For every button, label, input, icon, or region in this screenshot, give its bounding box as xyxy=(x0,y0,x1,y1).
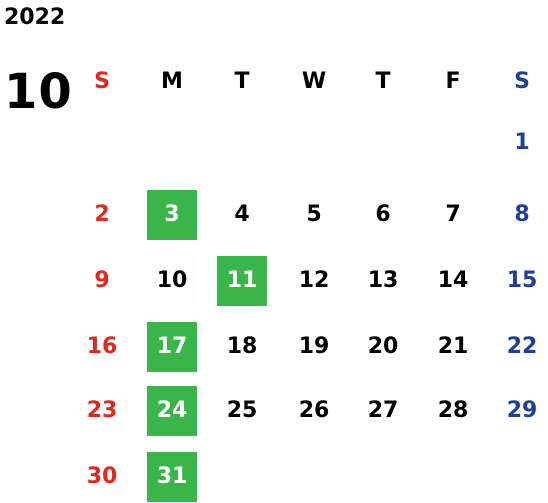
day-31: 31 xyxy=(147,452,197,502)
day-14: 14 xyxy=(437,268,469,293)
day-11: 11 xyxy=(217,256,267,306)
weekday-saturday: S xyxy=(514,69,530,94)
day-21: 21 xyxy=(437,334,469,359)
day-5: 5 xyxy=(306,202,322,227)
weekday-sunday: S xyxy=(94,69,110,94)
day-17: 17 xyxy=(147,322,197,372)
day-grid: 1 2 3 4 5 6 7 8 9 10 11 12 13 14 15 16 17 18 19 20 21 22 23 24 2… xyxy=(0,118,548,503)
day-1: 1 xyxy=(514,130,530,155)
day-12: 12 xyxy=(298,268,330,293)
day-19: 19 xyxy=(298,334,330,359)
day-23: 23 xyxy=(86,398,118,423)
day-16: 16 xyxy=(86,334,118,359)
day-9: 9 xyxy=(94,268,110,293)
day-7: 7 xyxy=(445,202,461,227)
day-26: 26 xyxy=(298,398,330,423)
day-18: 18 xyxy=(226,334,258,359)
day-29: 29 xyxy=(506,398,538,423)
day-27: 27 xyxy=(367,398,399,423)
weekday-wednesday: W xyxy=(301,69,327,94)
day-10: 10 xyxy=(156,268,188,293)
year-label: 2022 xyxy=(4,5,66,30)
day-4: 4 xyxy=(234,202,250,227)
day-6: 6 xyxy=(375,202,391,227)
day-20: 20 xyxy=(367,334,399,359)
weekday-friday: F xyxy=(445,69,461,94)
weekday-monday: M xyxy=(161,69,183,94)
day-2: 2 xyxy=(94,202,110,227)
day-3: 3 xyxy=(147,190,197,240)
day-25: 25 xyxy=(226,398,258,423)
day-24: 24 xyxy=(147,386,197,436)
day-8: 8 xyxy=(514,202,530,227)
day-30: 30 xyxy=(86,464,118,489)
month-number: 10 xyxy=(4,64,73,120)
day-15: 15 xyxy=(506,268,538,293)
weekday-thursday: T xyxy=(375,69,391,94)
day-13: 13 xyxy=(367,268,399,293)
day-28: 28 xyxy=(437,398,469,423)
day-22: 22 xyxy=(506,334,538,359)
weekday-tuesday: T xyxy=(234,69,250,94)
